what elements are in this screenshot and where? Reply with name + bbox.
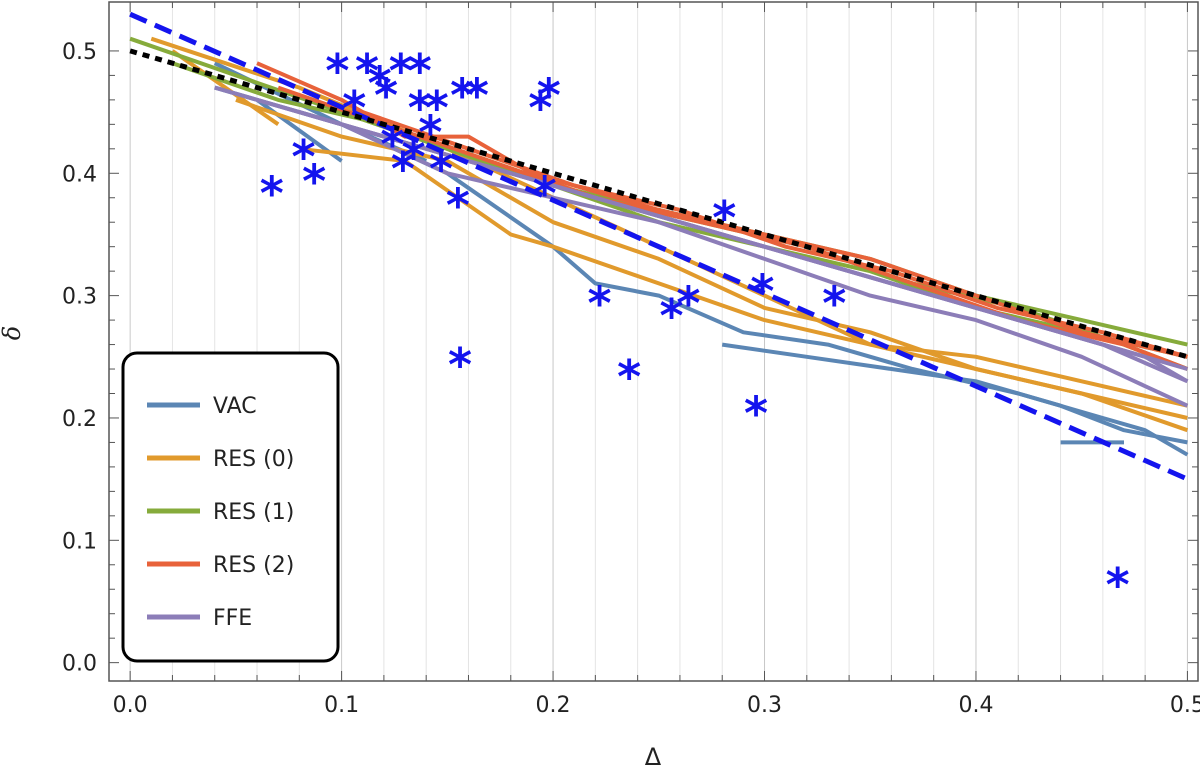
- y-tick-labels: 0.0 0.1 0.2 0.3 0.4 0.5: [62, 40, 97, 677]
- scatter-point: *: [429, 142, 453, 196]
- scatter-point: *: [1106, 558, 1130, 612]
- scatter-point: *: [260, 167, 284, 221]
- scatter-point: *: [380, 118, 404, 172]
- scatter-point: *: [676, 277, 700, 331]
- plot-border: [108, 1, 1199, 682]
- scatter-point: *: [425, 81, 449, 135]
- y-tick-label: 0.3: [62, 285, 97, 310]
- legend-label: RES (0): [213, 447, 294, 472]
- scatter-point: *: [533, 167, 557, 221]
- legend-items: VAC RES (0) RES (1) RES (2) FFE: [147, 394, 294, 631]
- scatter-point: *: [418, 105, 442, 159]
- scatter-point: *: [537, 69, 561, 123]
- axis-ticks: [109, 2, 1198, 681]
- scatter-point: *: [389, 44, 413, 98]
- y-tick-label: 0.0: [62, 652, 97, 677]
- scatter-point: *: [712, 191, 736, 245]
- x-tick-label: 0.0: [113, 693, 148, 718]
- scatter-point: *: [342, 81, 366, 135]
- scatter-point: *: [408, 44, 432, 98]
- reference-lines: [129, 11, 1189, 482]
- scatter-point: *: [744, 387, 768, 441]
- legend-label: RES (1): [213, 500, 294, 525]
- grid-lines: [129, 2, 1188, 681]
- scatter-point: *: [446, 179, 470, 233]
- scatter-point: *: [659, 289, 683, 343]
- scatter-point: *: [374, 69, 398, 123]
- y-tick-label: 0.5: [62, 40, 97, 65]
- y-tick-label: 0.2: [62, 407, 97, 432]
- scatter-point: *: [528, 81, 552, 135]
- x-tick-label: 0.3: [747, 693, 782, 718]
- scatter-point: *: [368, 56, 392, 110]
- series-line-res-0-2: [299, 146, 1188, 408]
- legend-item: RES (0): [147, 447, 294, 472]
- x-tick-labels: 0.0 0.1 0.2 0.3 0.4 0.5: [113, 693, 1200, 718]
- scatter-point: *: [617, 350, 641, 404]
- reference-line-dashed: [129, 11, 1189, 482]
- legend-item: VAC: [147, 394, 257, 419]
- legend-item: FFE: [147, 606, 252, 631]
- y-axis-label: δ: [0, 326, 26, 340]
- scatter-point: *: [401, 130, 425, 184]
- scatter-point: *: [292, 130, 316, 184]
- x-tick-label: 0.1: [324, 693, 359, 718]
- legend-label: VAC: [213, 394, 257, 419]
- scatter-point: *: [450, 69, 474, 123]
- legend-item: RES (2): [147, 553, 294, 578]
- scatter-point: *: [355, 44, 379, 98]
- scatter-point: *: [750, 264, 774, 318]
- scatter-point: *: [822, 277, 846, 331]
- series-line-ffe-3: [341, 122, 1189, 384]
- y-tick-label: 0.1: [62, 529, 97, 554]
- reference-line-dotted: [129, 48, 1189, 360]
- scatter-point: *: [325, 44, 349, 98]
- scatter-point: *: [408, 81, 432, 135]
- legend-label: FFE: [213, 606, 252, 631]
- legend: VAC RES (0) RES (1) RES (2) FFE: [121, 351, 340, 663]
- series-line-ffe-0: [214, 85, 1189, 408]
- y-tick-label: 0.4: [62, 162, 97, 187]
- legend-label: RES (2): [213, 553, 294, 578]
- scatter-point: *: [391, 142, 415, 196]
- scatter-point: *: [302, 154, 326, 208]
- series-line-res-0-3: [171, 49, 280, 126]
- x-tick-label: 0.5: [1170, 693, 1200, 718]
- scatter-points: **********************************: [192, 44, 1130, 612]
- x-axis-label: Δ: [645, 743, 662, 771]
- x-tick-label: 0.2: [536, 693, 571, 718]
- legend-item: RES (1): [147, 500, 294, 525]
- scatter-point: *: [588, 277, 612, 331]
- series-line-vac-3: [721, 342, 1188, 445]
- x-tick-label: 0.4: [958, 693, 993, 718]
- scatter-point: *: [465, 69, 489, 123]
- scatter-point: *: [448, 338, 472, 392]
- legend-box: [121, 351, 340, 663]
